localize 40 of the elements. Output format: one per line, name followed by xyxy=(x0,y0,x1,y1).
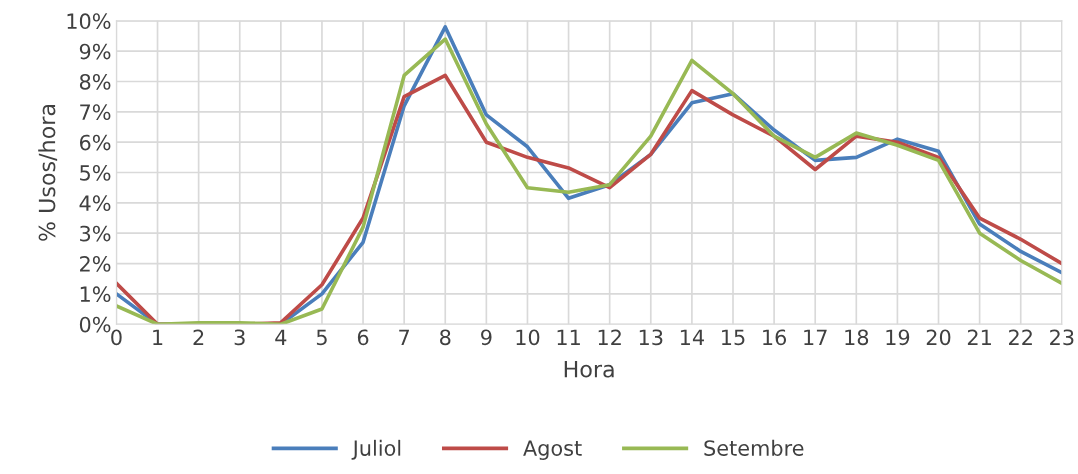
x-tick-label: 14 xyxy=(680,329,704,345)
x-tick-label: 22 xyxy=(1009,329,1032,345)
y-axis-title: % Usos/hora xyxy=(38,104,58,241)
y-tick-label: 2% xyxy=(80,256,111,272)
x-tick-label: 15 xyxy=(722,329,745,346)
x-tick-label: 21 xyxy=(967,329,991,345)
x-tick-label: 4 xyxy=(275,329,287,345)
legend-label: Setembre xyxy=(704,439,804,456)
y-tick-label: 10% xyxy=(67,13,111,30)
y-tick-label: 1% xyxy=(80,286,111,303)
y-tick-label: 6% xyxy=(79,134,111,151)
y-tick-label: 5% xyxy=(80,164,111,181)
x-tick-label: 18 xyxy=(845,329,869,346)
x-tick-label: 11 xyxy=(557,329,580,345)
x-tick-label: 19 xyxy=(886,329,910,346)
y-tick-label: 9% xyxy=(79,43,111,60)
x-tick-label: 1 xyxy=(153,329,163,345)
legend-label: Juliol xyxy=(351,439,401,460)
x-tick-label: 2 xyxy=(193,329,204,345)
x-tick-label: 17 xyxy=(804,329,827,345)
y-tick-label: 0% xyxy=(79,316,111,333)
x-tick-label: 7 xyxy=(399,329,409,345)
x-tick-label: 6 xyxy=(357,329,369,346)
legend-label: Agost xyxy=(523,440,582,460)
x-tick-label: 20 xyxy=(926,329,951,346)
y-tick-label: 8% xyxy=(79,73,111,90)
x-tick-label: 9 xyxy=(481,329,492,346)
x-tick-label: 10 xyxy=(516,329,540,346)
x-tick-label: 12 xyxy=(598,329,621,345)
x-tick-label: 5 xyxy=(316,329,327,346)
x-tick-label: 8 xyxy=(440,329,451,346)
x-axis-title: Hora xyxy=(564,361,614,378)
x-tick-label: 16 xyxy=(763,329,787,346)
y-tick-label: 3% xyxy=(80,225,111,242)
x-tick-label: 23 xyxy=(1050,329,1074,346)
y-tick-label: 7% xyxy=(80,104,111,121)
y-tick-label: 4% xyxy=(79,195,111,212)
x-tick-label: 13 xyxy=(639,329,663,346)
x-tick-label: 0 xyxy=(111,329,122,346)
x-tick-label: 3 xyxy=(234,329,245,346)
